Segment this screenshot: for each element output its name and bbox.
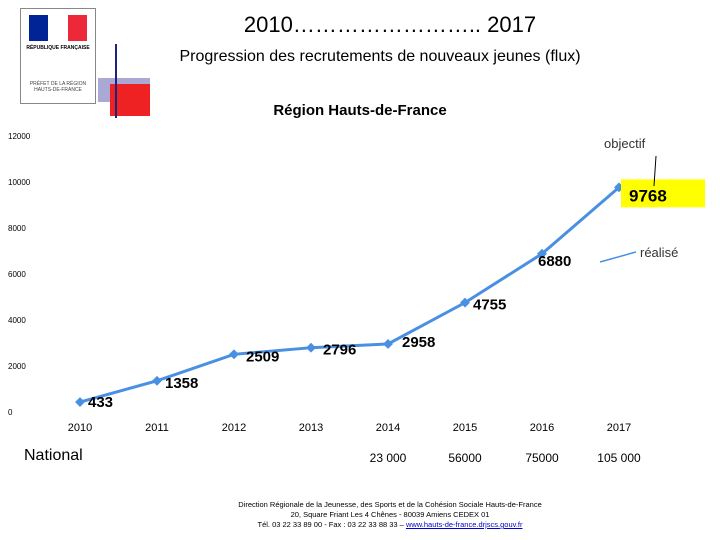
- data-label: 6880: [538, 253, 571, 270]
- chart-title: Région Hauts-de-France: [273, 102, 447, 119]
- national-value: 105 000: [597, 451, 641, 465]
- data-label: 2509: [246, 348, 279, 365]
- x-tick-label: 2012: [222, 422, 246, 434]
- logo-prefect-text: PRÉFET DE LA RÉGION HAUTS-DE-FRANCE: [29, 81, 87, 93]
- annotation-realise-line: [599, 251, 637, 263]
- footer: Direction Régionale de la Jeunesse, des …: [170, 500, 610, 530]
- y-tick-label: 6000: [8, 270, 26, 279]
- data-point-marker: [383, 339, 393, 349]
- footer-website-link[interactable]: www.hauts-de-france.drjscs.gouv.fr: [405, 520, 523, 529]
- data-point-marker: [537, 248, 547, 259]
- data-point-marker: [152, 375, 162, 386]
- x-tick-label: 2015: [453, 422, 477, 434]
- x-tick-label: 2014: [376, 422, 400, 434]
- data-point-marker: [229, 349, 239, 360]
- x-tick-label: 2013: [299, 422, 323, 434]
- data-point-marker: [75, 397, 85, 407]
- data-point-marker: [306, 342, 316, 353]
- annotation-objectif-line: [653, 155, 657, 187]
- annotation-objectif: objectif: [604, 136, 646, 151]
- data-label: 433: [88, 394, 113, 411]
- data-label: 2796: [323, 342, 356, 359]
- x-tick-label: 2011: [145, 422, 169, 434]
- decor-vertical-line: [115, 44, 117, 118]
- annotation-realise: réalisé: [640, 245, 678, 260]
- data-point-marker: [460, 297, 470, 308]
- prefecture-logo: RÉPUBLIQUE FRANÇAISE PRÉFET DE LA RÉGION…: [20, 8, 96, 104]
- french-flag-icon: [29, 15, 87, 41]
- data-label: 2958: [402, 334, 435, 351]
- national-value: 23 000: [369, 451, 407, 465]
- y-tick-label: 12000: [8, 132, 31, 141]
- y-tick-label: 2000: [8, 362, 26, 371]
- series-line-realise: [79, 186, 620, 404]
- data-label: 9768: [629, 186, 667, 205]
- footer-line-3: Tél. 03 22 33 89 00 - Fax : 03 22 33 88 …: [170, 520, 610, 530]
- footer-line-2: 20, Square Friant Les 4 Chênes - 80039 A…: [290, 510, 490, 519]
- page-subtitle: Progression des recrutements de nouveaux…: [179, 48, 581, 65]
- page-title: 2010…………………….. 2017: [243, 12, 537, 37]
- data-label: 4755: [473, 297, 506, 314]
- data-label: 1358: [165, 375, 198, 392]
- y-tick-label: 8000: [8, 224, 26, 233]
- national-label: National: [24, 447, 83, 464]
- y-tick-label: 0: [8, 408, 13, 417]
- x-tick-label: 2016: [530, 422, 554, 434]
- highlight-box: [621, 179, 705, 208]
- x-tick-label: 2010: [68, 422, 92, 434]
- national-value: 56000: [448, 451, 482, 465]
- national-value: 75000: [525, 451, 559, 465]
- logo-republic-text: RÉPUBLIQUE FRANÇAISE: [26, 45, 90, 51]
- footer-contact: Tél. 03 22 33 89 00 - Fax : 03 22 33 88 …: [257, 520, 404, 529]
- y-tick-label: 10000: [8, 178, 31, 187]
- y-tick-label: 4000: [8, 316, 26, 325]
- x-tick-label: 2017: [607, 422, 631, 434]
- footer-line-1: Direction Régionale de la Jeunesse, des …: [238, 500, 542, 509]
